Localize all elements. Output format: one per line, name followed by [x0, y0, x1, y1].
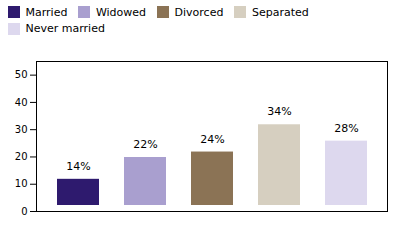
svg-text:14%: 14% [66, 159, 90, 172]
html-text:Never married: Never married [25, 22, 105, 36]
svg-text:30: 30 [15, 123, 28, 134]
html-text:Divorced: Divorced [174, 5, 224, 19]
html-text:Widowed: Widowed [95, 5, 146, 19]
svg-text:34%: 34% [267, 105, 291, 118]
svg-text:28%: 28% [334, 121, 358, 134]
svg-text:40: 40 [15, 96, 28, 107]
html-text:Separated: Separated [251, 5, 309, 19]
svg-text:10: 10 [15, 178, 28, 189]
svg-text:0: 0 [21, 205, 27, 216]
svg-text:50: 50 [15, 69, 28, 80]
svg-text:20: 20 [15, 151, 28, 162]
svg-text:22%: 22% [133, 138, 157, 151]
svg-text:24%: 24% [200, 132, 224, 145]
html-text:Married: Married [25, 5, 68, 19]
